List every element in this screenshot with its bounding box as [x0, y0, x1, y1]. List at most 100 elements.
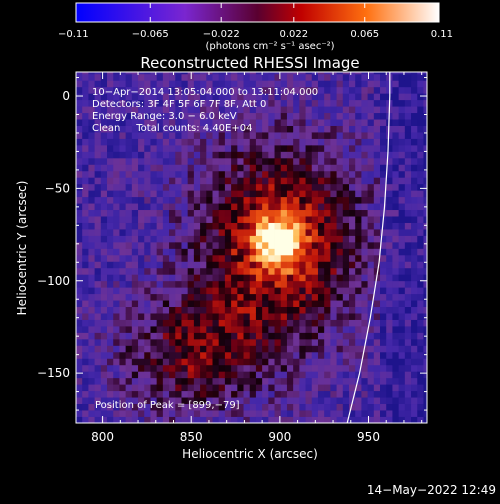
- heatmap-cell: [398, 164, 406, 172]
- heatmap-cell: [392, 254, 400, 262]
- heatmap-cell: [268, 358, 275, 366]
- heatmap-cell: [187, 338, 195, 346]
- heatmap-cell: [386, 338, 393, 346]
- heatmap-cell: [113, 209, 120, 217]
- heatmap-cell: [138, 209, 145, 217]
- heatmap-cell: [355, 306, 362, 314]
- heatmap-cell: [150, 326, 158, 333]
- heatmap-cell: [200, 274, 207, 282]
- heatmap-cell: [311, 261, 319, 269]
- heatmap-cell: [293, 267, 300, 275]
- heatmap-cell: [206, 170, 213, 178]
- heatmap-cell: [107, 151, 114, 159]
- heatmap-cell: [417, 326, 424, 333]
- heatmap-cell: [324, 345, 331, 353]
- heatmap-cell: [411, 203, 418, 211]
- heatmap-cell: [373, 345, 381, 353]
- heatmap-cell: [423, 364, 427, 372]
- heatmap-cell: [249, 241, 257, 249]
- heatmap-cell: [417, 274, 424, 282]
- heatmap-cell: [367, 73, 375, 81]
- heatmap-cell: [274, 313, 282, 320]
- heatmap-cell: [411, 151, 418, 159]
- heatmap-cell: [355, 72, 362, 75]
- heatmap-cell: [88, 190, 96, 198]
- heatmap-cell: [311, 403, 319, 411]
- heatmap-cell: [342, 80, 350, 88]
- heatmap-cell: [349, 229, 356, 236]
- heatmap-cell: [82, 390, 89, 398]
- heatmap-cell: [218, 144, 226, 152]
- heatmap-cell: [94, 384, 102, 392]
- heatmap-cell: [187, 397, 195, 405]
- heatmap-cell: [330, 300, 337, 308]
- heatmap-cell: [162, 364, 170, 372]
- heatmap-cell: [144, 384, 151, 392]
- heatmap-cell: [212, 287, 220, 295]
- heatmap-cell: [355, 119, 362, 126]
- heatmap-cell: [317, 351, 325, 359]
- heatmap-cell: [367, 216, 375, 223]
- heatmap-cell: [268, 313, 275, 320]
- heatmap-cell: [113, 157, 120, 165]
- heatmap-cell: [224, 248, 232, 256]
- heatmap-cell: [218, 403, 226, 411]
- heatmap-cell: [355, 241, 362, 249]
- heatmap-cell: [355, 216, 362, 223]
- heatmap-cell: [417, 222, 424, 230]
- heatmap-cell: [107, 138, 114, 146]
- heatmap-cell: [380, 287, 387, 295]
- heatmap-cell: [125, 170, 133, 178]
- heatmap-cell: [305, 416, 313, 423]
- heatmap-cell: [355, 112, 362, 120]
- heatmap-cell: [423, 377, 427, 385]
- heatmap-cell: [299, 190, 306, 198]
- heatmap-cell: [317, 364, 325, 372]
- heatmap-cell: [107, 190, 114, 198]
- heatmap-cell: [305, 254, 313, 262]
- heatmap-cell: [280, 332, 288, 340]
- heatmap-cell: [212, 190, 220, 198]
- heatmap-cell: [299, 235, 306, 243]
- heatmap-cell: [206, 235, 213, 243]
- heatmap-cell: [367, 358, 375, 366]
- heatmap-cell: [349, 287, 356, 295]
- heatmap-cell: [299, 119, 306, 126]
- heatmap-cell: [169, 254, 176, 262]
- heatmap-cell: [286, 416, 294, 423]
- heatmap-cell: [100, 196, 108, 204]
- heatmap-cell: [193, 151, 201, 159]
- heatmap-cell: [162, 112, 170, 120]
- heatmap-cell: [169, 119, 176, 126]
- heatmap-cell: [243, 313, 251, 320]
- heatmap-cell: [113, 280, 120, 288]
- heatmap-cell: [268, 351, 275, 359]
- heatmap-cell: [150, 73, 158, 81]
- heatmap-cell: [392, 99, 400, 107]
- heatmap-cell: [404, 93, 412, 101]
- heatmap-cell: [398, 326, 406, 333]
- heatmap-cell: [107, 377, 114, 385]
- heatmap-cell: [293, 364, 300, 372]
- heatmap-cell: [243, 416, 251, 423]
- heatmap-cell: [82, 209, 89, 217]
- heatmap-cell: [206, 390, 213, 398]
- heatmap-cell: [274, 177, 282, 185]
- heatmap-cell: [156, 410, 164, 417]
- heatmap-cell: [237, 177, 244, 185]
- heatmap-cell: [367, 351, 375, 359]
- heatmap-cell: [324, 287, 331, 295]
- heatmap-cell: [113, 267, 120, 275]
- heatmap-cell: [131, 254, 139, 262]
- heatmap-cell: [224, 371, 232, 379]
- heatmap-cell: [286, 138, 294, 146]
- heatmap-cell: [280, 326, 288, 333]
- heatmap-cell: [398, 209, 406, 217]
- heatmap-cell: [100, 280, 108, 288]
- heatmap-cell: [231, 190, 238, 198]
- heatmap-cell: [175, 358, 182, 366]
- heatmap-cell: [361, 196, 369, 204]
- heatmap-cell: [311, 177, 319, 185]
- heatmap-cell: [324, 410, 331, 417]
- heatmap-cell: [169, 397, 176, 405]
